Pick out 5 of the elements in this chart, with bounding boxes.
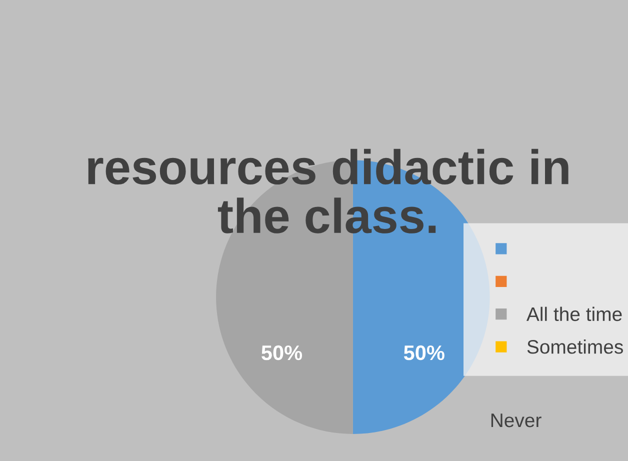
data-label: 50% <box>404 345 444 360</box>
data-label: 50% <box>262 345 302 360</box>
text: Never <box>491 414 542 428</box>
legend-label: All the time <box>526 306 622 322</box>
legend-label: Sometimes <box>527 340 623 354</box>
